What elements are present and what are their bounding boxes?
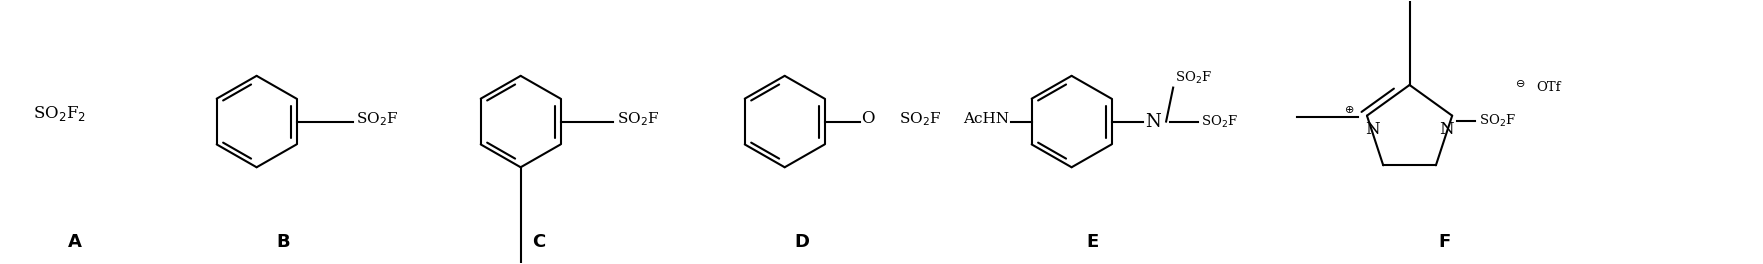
Text: SO$_2$F: SO$_2$F <box>1479 113 1516 129</box>
Text: OTf: OTf <box>1536 81 1560 94</box>
Text: SO$_2$F: SO$_2$F <box>356 110 398 128</box>
Text: D: D <box>795 233 809 251</box>
Text: E: E <box>1086 233 1098 251</box>
Text: B: B <box>277 233 289 251</box>
Text: $\ominus$: $\ominus$ <box>1514 78 1525 89</box>
Text: A: A <box>69 233 83 251</box>
Text: AcHN: AcHN <box>963 112 1008 126</box>
Text: $\oplus$: $\oplus$ <box>1343 104 1354 115</box>
Text: O: O <box>862 110 874 128</box>
Text: N: N <box>1144 112 1160 131</box>
Text: SO$_2$F: SO$_2$F <box>617 110 659 128</box>
Text: C: C <box>532 233 545 251</box>
Text: SO$_2$F: SO$_2$F <box>899 110 941 128</box>
Text: SO$_2$F: SO$_2$F <box>1201 114 1238 130</box>
Text: SO$_2$F: SO$_2$F <box>1174 70 1211 86</box>
Text: F: F <box>1439 233 1451 251</box>
Text: SO$_2$F$_2$: SO$_2$F$_2$ <box>33 104 86 123</box>
Text: N: N <box>1440 121 1454 138</box>
Text: N: N <box>1365 121 1379 138</box>
